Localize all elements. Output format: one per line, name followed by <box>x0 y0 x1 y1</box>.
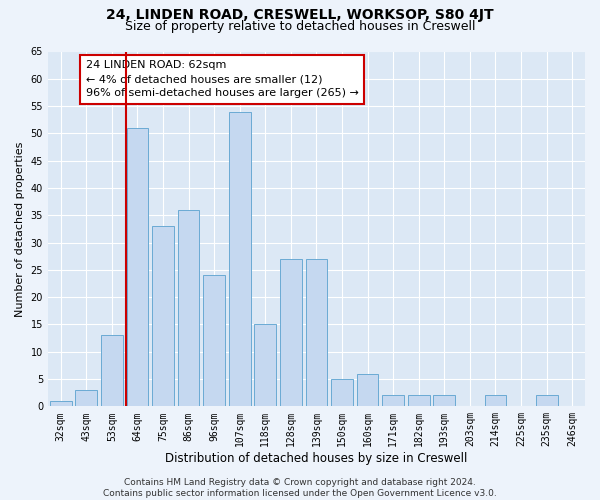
Bar <box>280 259 302 406</box>
Text: Size of property relative to detached houses in Creswell: Size of property relative to detached ho… <box>125 20 475 33</box>
Bar <box>254 324 276 406</box>
Bar <box>485 396 506 406</box>
Bar <box>382 396 404 406</box>
Bar <box>229 112 251 406</box>
Bar <box>178 210 199 406</box>
Y-axis label: Number of detached properties: Number of detached properties <box>15 141 25 316</box>
Bar <box>305 259 328 406</box>
Bar <box>50 401 71 406</box>
Bar <box>127 128 148 406</box>
Bar <box>536 396 557 406</box>
Bar <box>76 390 97 406</box>
Text: 24, LINDEN ROAD, CRESWELL, WORKSOP, S80 4JT: 24, LINDEN ROAD, CRESWELL, WORKSOP, S80 … <box>106 8 494 22</box>
Bar <box>408 396 430 406</box>
Bar <box>203 276 225 406</box>
X-axis label: Distribution of detached houses by size in Creswell: Distribution of detached houses by size … <box>165 452 467 465</box>
Bar <box>433 396 455 406</box>
Bar <box>357 374 379 406</box>
Bar <box>152 226 174 406</box>
Text: Contains HM Land Registry data © Crown copyright and database right 2024.
Contai: Contains HM Land Registry data © Crown c… <box>103 478 497 498</box>
Text: 24 LINDEN ROAD: 62sqm
← 4% of detached houses are smaller (12)
96% of semi-detac: 24 LINDEN ROAD: 62sqm ← 4% of detached h… <box>86 60 358 98</box>
Bar <box>101 336 123 406</box>
Bar <box>331 379 353 406</box>
